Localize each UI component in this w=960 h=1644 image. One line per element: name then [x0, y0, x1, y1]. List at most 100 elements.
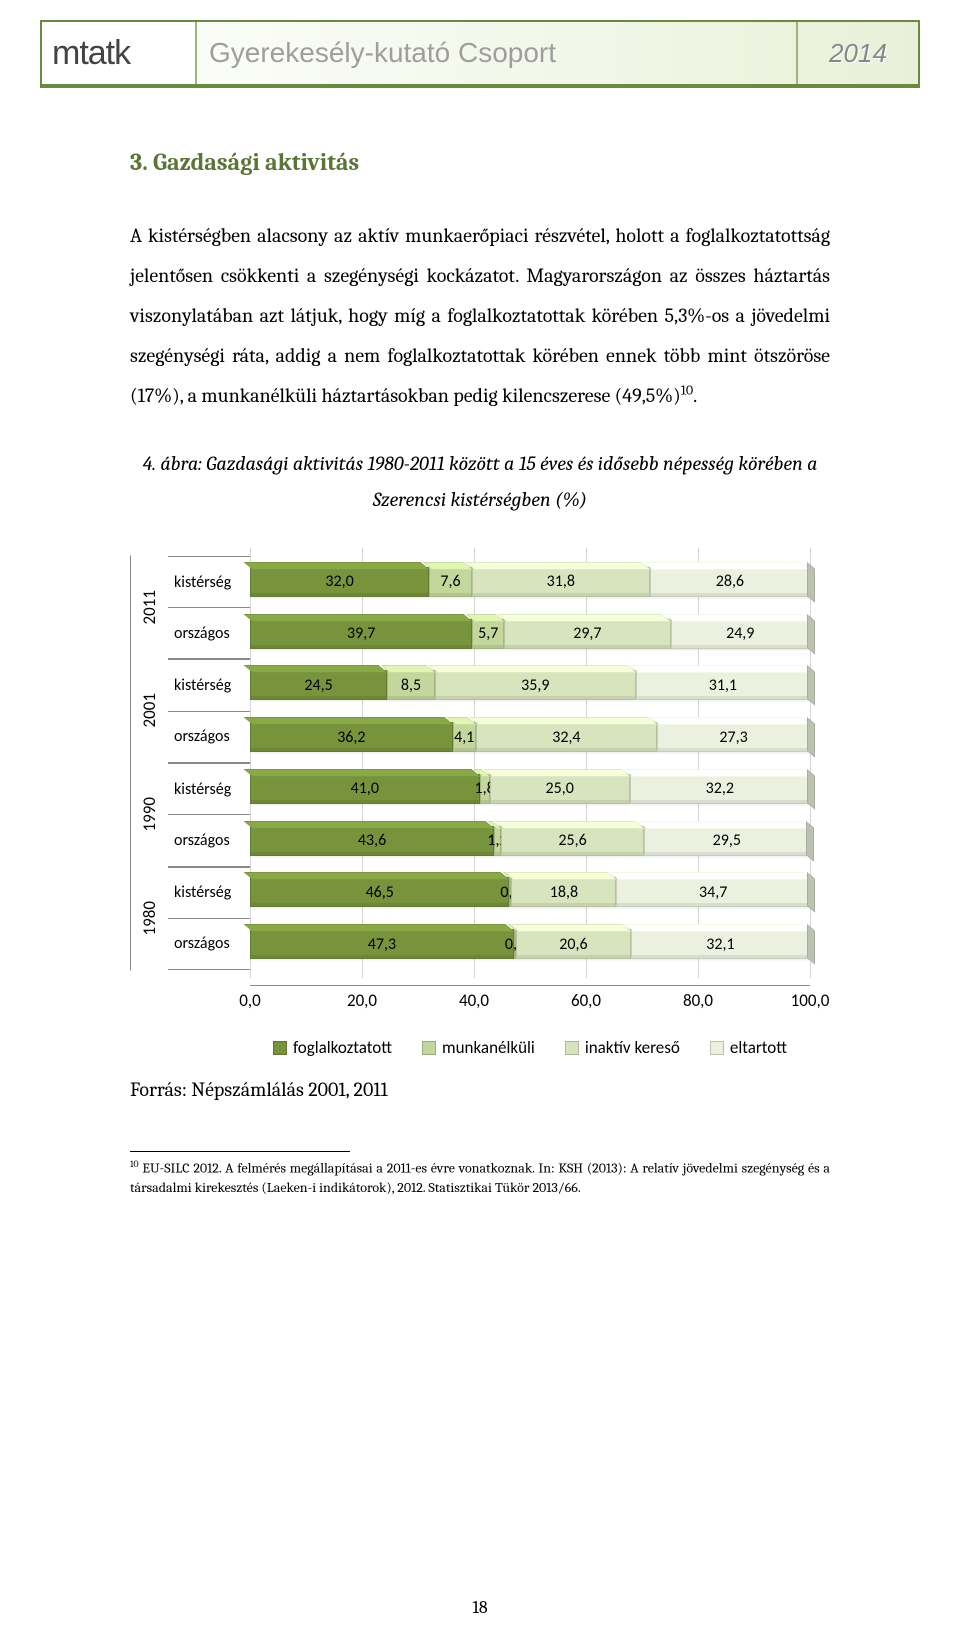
bar-stack: 24,58,535,931,1	[250, 670, 810, 700]
bar-row: 24,58,535,931,1	[250, 660, 810, 712]
bar-row: 41,01,825,032,2	[250, 763, 810, 815]
bar-segment: 28,6	[650, 567, 810, 597]
logo-box: mtatk	[42, 22, 197, 84]
bar-row: 47,30,020,632,1	[250, 918, 810, 970]
bar-segment: 20,6	[516, 929, 631, 959]
legend-swatch	[565, 1041, 579, 1055]
bar-stack: 41,01,825,032,2	[250, 774, 810, 804]
x-tick-label: 0,0	[239, 990, 260, 1011]
chart-bars: 32,07,631,828,6 39,75,729,724,9 24,58,535,…	[250, 548, 810, 978]
bar-segment: 32,4	[476, 722, 657, 752]
bar-segment: 25,6	[501, 826, 644, 856]
bar-row: 39,75,729,724,9	[250, 608, 810, 660]
page-number: 18	[0, 1597, 960, 1618]
bar-stack: 39,75,729,724,9	[250, 619, 810, 649]
y-group: 2011kistérségországos	[130, 556, 250, 660]
bar-segment: 5,7	[472, 619, 504, 649]
y-row-label: országos	[168, 712, 250, 763]
y-year-label: 1990	[130, 763, 168, 867]
chart-x-axis: 0,020,040,060,080,0100,0	[250, 985, 810, 1013]
page-content: 3. Gazdasági aktivitás A kistérségben al…	[0, 88, 960, 1198]
legend-label: inaktív kereső	[585, 1037, 680, 1058]
bar-segment: 41,0	[250, 774, 480, 804]
footnote-separator	[130, 1151, 350, 1152]
bar-segment: 29,7	[504, 619, 670, 649]
bar-segment: 8,5	[387, 670, 435, 700]
y-year-label: 2001	[130, 659, 168, 763]
bar-segment: 31,8	[472, 567, 650, 597]
x-tick-label: 100,0	[791, 990, 830, 1011]
bar-segment: 7,6	[429, 567, 472, 597]
bar-row: 43,61,225,629,5	[250, 815, 810, 867]
bar-segment: 4,1	[453, 722, 476, 752]
bar-segment: 27,3	[657, 722, 810, 752]
bar-segment: 36,2	[250, 722, 453, 752]
bar-row: 46,50,018,834,7	[250, 867, 810, 919]
y-row-label: kistérség	[168, 763, 250, 815]
bar-row: 36,24,132,427,3	[250, 711, 810, 763]
x-tick-label: 80,0	[683, 990, 713, 1011]
legend-swatch	[422, 1041, 436, 1055]
x-tick-label: 40,0	[459, 990, 489, 1011]
bar-segment: 32,1	[631, 929, 810, 959]
y-row-label: országos	[168, 815, 250, 866]
bar-segment: 32,0	[250, 567, 429, 597]
bar-segment: 46,5	[250, 877, 509, 907]
y-year-label: 2011	[130, 556, 168, 660]
header-banner: mtatk Gyerekesély-kutató Csoport 2014	[40, 20, 920, 88]
bar-segment: 24,9	[671, 619, 810, 649]
chart-plot-area: 32,07,631,828,6 39,75,729,724,9 24,58,535,…	[250, 548, 810, 978]
bar-segment: 29,5	[644, 826, 809, 856]
y-row-label: országos	[168, 608, 250, 659]
bar-stack: 43,61,225,629,5	[250, 826, 810, 856]
bar-row: 32,07,631,828,6	[250, 556, 810, 608]
y-row-label: kistérség	[168, 556, 250, 608]
legend-item: munkanélküli	[422, 1037, 535, 1058]
bar-segment: 18,8	[511, 877, 616, 907]
bar-segment: 43,6	[250, 826, 494, 856]
bar-stack: 32,07,631,828,6	[250, 567, 810, 597]
chart: 32,07,631,828,6 39,75,729,724,9 24,58,535,…	[130, 538, 830, 1068]
chart-source: Forrás: Népszámlálás 2001, 2011	[130, 1078, 830, 1101]
legend-item: eltartott	[710, 1037, 787, 1058]
chart-y-labels: 2011kistérségországos2001kistérségország…	[130, 548, 250, 978]
bar-segment: 39,7	[250, 619, 472, 649]
body-paragraph: A kistérségben alacsony az aktív munkaer…	[130, 216, 830, 416]
chart-legend: foglalkoztatott munkanélküli inaktív keres…	[250, 1037, 810, 1058]
bar-segment: 31,1	[636, 670, 810, 700]
legend-swatch	[273, 1041, 287, 1055]
y-rows: kistérségországos	[168, 659, 250, 763]
y-rows: kistérségországos	[168, 556, 250, 660]
legend-swatch	[710, 1041, 724, 1055]
y-row-label: kistérség	[168, 867, 250, 919]
bar-segment: 35,9	[435, 670, 636, 700]
bar-segment: 32,2	[630, 774, 810, 804]
bar-segment: 24,5	[250, 670, 387, 700]
footnote-ref: 10	[681, 381, 693, 398]
footnote: 10 EU-SILC 2012. A felmérés megállapítás…	[130, 1158, 830, 1198]
section-heading: 3. Gazdasági aktivitás	[130, 148, 830, 176]
legend-label: eltartott	[730, 1037, 787, 1058]
bar-segment: 34,7	[616, 877, 810, 907]
grid-line	[810, 548, 811, 978]
y-rows: kistérségországos	[168, 763, 250, 867]
legend-item: inaktív kereső	[565, 1037, 680, 1058]
y-rows: kistérségországos	[168, 867, 250, 971]
bar-segment: 25,0	[490, 774, 630, 804]
bar-stack: 46,50,018,834,7	[250, 877, 810, 907]
y-row-label: kistérség	[168, 659, 250, 711]
logo-text: mtatk	[52, 34, 130, 73]
footnote-text: EU-SILC 2012. A felmérés megállapításai …	[130, 1160, 830, 1197]
paragraph-text: A kistérségben alacsony az aktív munkaer…	[130, 224, 830, 407]
x-tick-label: 20,0	[347, 990, 377, 1011]
bar-segment: 1,2	[494, 826, 501, 856]
y-row-label: országos	[168, 919, 250, 970]
legend-item: foglalkoztatott	[273, 1037, 392, 1058]
header-title: Gyerekesély-kutató Csoport	[197, 22, 798, 84]
figure-caption: 4. ábra: Gazdasági aktivitás 1980-2011 k…	[130, 446, 830, 518]
bar-segment: 1,8	[480, 774, 490, 804]
bar-stack: 36,24,132,427,3	[250, 722, 810, 752]
y-group: 1980kistérségországos	[130, 867, 250, 971]
header-year: 2014	[798, 22, 918, 84]
bar-stack: 47,30,020,632,1	[250, 929, 810, 959]
